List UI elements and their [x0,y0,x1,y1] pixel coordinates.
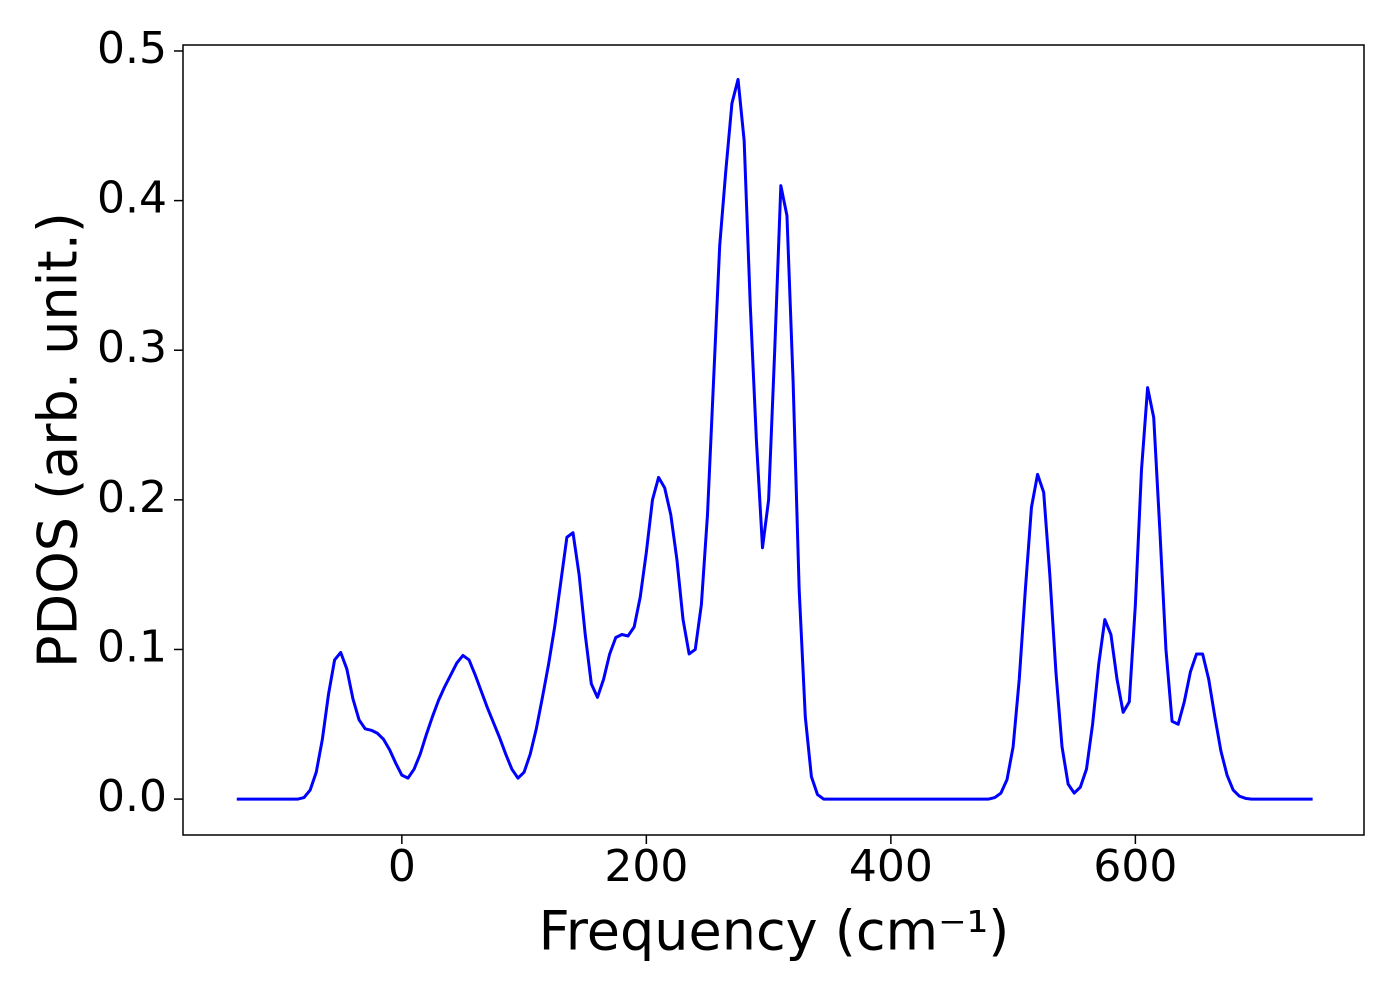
pdos-line [236,77,1313,801]
y-tick-label: 0.5 [97,23,167,74]
y-tick-label: 0.2 [97,472,167,523]
y-tick-label: 0.0 [97,771,167,822]
plot-frame [182,44,1365,836]
x-tick-label: 400 [849,841,933,892]
y-tick-label: 0.4 [97,173,167,224]
x-tick-label: 600 [1093,841,1177,892]
y-axis-label: PDOS (arb. unit.) [27,212,90,668]
x-axis-label: Frequency (cm⁻¹) [539,900,1010,963]
y-tick-label: 0.3 [97,322,167,373]
x-tick-label: 0 [388,841,416,892]
y-tick-label: 0.1 [97,621,167,672]
x-tick-label: 200 [604,841,688,892]
